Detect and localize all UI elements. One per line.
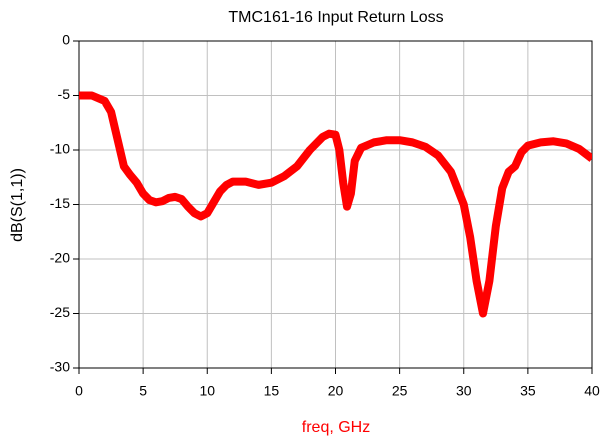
y-tick-label: -20	[50, 250, 70, 266]
x-axis-label: freq, GHz	[302, 419, 370, 436]
y-tick-label: 0	[62, 32, 70, 48]
y-axis-label: dB(S(1,1))	[9, 168, 26, 242]
plot-frame	[78, 40, 593, 369]
x-tick-label: 40	[584, 383, 600, 399]
x-tick-label: 25	[392, 383, 408, 399]
x-tick-label: 35	[520, 383, 536, 399]
y-tick-label: -15	[50, 195, 70, 211]
chart-title: TMC161-16 Input Return Loss	[228, 9, 443, 26]
x-tick-label: 0	[75, 383, 83, 399]
data-line	[79, 91, 592, 318]
y-tick-label: -25	[50, 304, 70, 320]
x-tick-label: 5	[139, 383, 147, 399]
y-tick-label: -5	[58, 86, 71, 102]
y-tick-label: -30	[50, 359, 70, 375]
x-tick-label: 30	[456, 383, 472, 399]
y-tick-label: -10	[50, 141, 70, 157]
x-tick-label: 20	[328, 383, 344, 399]
x-tick-label: 10	[199, 383, 215, 399]
x-tick-label: 15	[264, 383, 280, 399]
